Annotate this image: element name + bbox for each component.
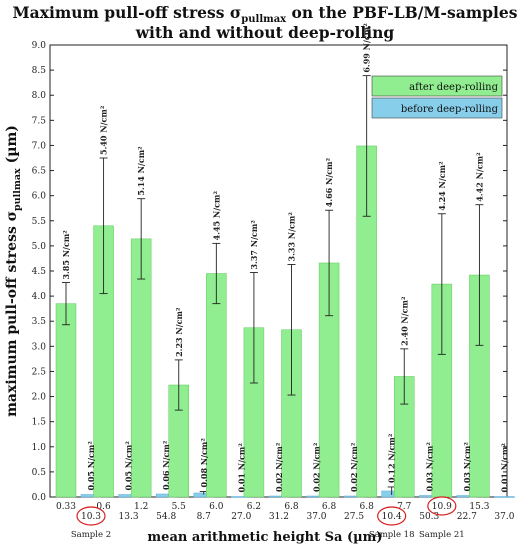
legend-label-after: after deep-rolling: [409, 82, 498, 93]
x-category-label-after: 0.6: [96, 502, 111, 512]
legend-label-before: before deep-rolling: [401, 104, 499, 115]
y-tick-label: 2.5: [32, 367, 47, 377]
y-tick-label: 9.0: [32, 41, 47, 51]
data-label-before: 0.02 N/cm²: [274, 442, 284, 492]
y-tick-label: 1.5: [32, 418, 47, 428]
data-label-before: 0.05 N/cm²: [124, 441, 134, 491]
y-axis-label: maximum pull-off stress σpullmax (µm): [4, 125, 23, 417]
data-labels: 3.85 N/cm² 0.05 N/cm² 5.40 N/cm² 0.05 N/cm²…: [61, 23, 509, 493]
bar-after-deep-rolling: [206, 273, 227, 498]
annotation-label: Sample 18: [369, 530, 415, 540]
axes: 0.0 0.5 1.0 1.5 2.0 2.5 3.0 3.5 4.0 4.5 5.0 5.5 6.0 6…: [4, 41, 508, 545]
x-category-label-after: 6.8: [284, 502, 299, 512]
data-label-before: 0.01 N/cm²: [236, 443, 246, 493]
x-category-label-after: 1.2: [134, 502, 148, 512]
x-category-labels: 0.33 10.30.6 13.31.2 54.85.5 8.76.0 27.06.2 31…: [56, 496, 515, 540]
data-label-after: 3.33 N/cm²: [287, 212, 297, 262]
data-label-after: 4.24 N/cm²: [437, 161, 447, 211]
y-tick-label: 7.5: [32, 116, 47, 126]
data-label-before: 0.02 N/cm²: [349, 442, 359, 492]
y-tick-label: 8.0: [32, 91, 47, 101]
x-category-label-before: 27.0: [231, 512, 251, 522]
y-tick-label: 5.0: [32, 242, 47, 252]
data-label-after: 4.45 N/cm²: [211, 191, 221, 241]
x-category-label-before: 10.4: [382, 512, 402, 522]
x-category-label-before: 54.8: [156, 512, 176, 522]
y-tick-label: 8.5: [32, 66, 47, 76]
x-category-label-after: 7.7: [397, 502, 412, 512]
y-tick-label: 4.0: [32, 292, 47, 302]
data-label-before: 0.05 N/cm²: [86, 441, 96, 491]
data-label-before: 0.06 N/cm²: [161, 440, 171, 490]
x-category-label-after: 15.3: [469, 502, 489, 512]
y-tick-label: 0.0: [32, 493, 47, 503]
y-tick-label: 4.5: [32, 267, 47, 277]
data-label-before: 0.02 N/cm²: [312, 442, 322, 492]
x-category-label-after: 6.8: [360, 502, 375, 512]
data-label-before: 0.12 N/cm²: [387, 433, 397, 483]
data-label-before: 0.01 N/cm²: [499, 443, 509, 493]
y-tick-label: 3.5: [32, 317, 47, 327]
chart-title: Maximum pull-off stress σpullmax on the …: [13, 3, 518, 42]
x-category-label-after: 6.8: [322, 502, 337, 512]
chart-title-line2: with and without deep-rolling: [135, 23, 395, 42]
x-category-label-before: 37.0: [494, 512, 514, 522]
data-label-before: 0.08 N/cm²: [199, 438, 209, 488]
data-label-after: 5.40 N/cm²: [99, 105, 109, 155]
x-category-label-after: 10.9: [432, 502, 452, 512]
data-label-before: 0.03 N/cm²: [462, 442, 472, 492]
x-category-label-before: 8.7: [197, 512, 212, 522]
x-axis-label: mean arithmetic height Sa (µm): [147, 530, 382, 545]
data-label-after: 3.85 N/cm²: [61, 230, 71, 280]
annotation-circle: [76, 506, 106, 526]
legend-swatch-before: [371, 97, 503, 119]
bar-before-deep-rolling: [494, 496, 515, 498]
x-category-label-before: 31.2: [269, 512, 289, 522]
y-tick-label: 5.5: [32, 217, 47, 227]
annotation-circle: [377, 506, 407, 526]
data-label-after: 3.37 N/cm²: [249, 220, 259, 270]
y-tick-label: 1.0: [32, 443, 47, 453]
y-tick-label: 0.5: [32, 468, 47, 478]
y-tick-label: 7.0: [32, 141, 47, 151]
x-category-label-before: 13.3: [119, 512, 139, 522]
x-category-label-after: 0.33: [56, 502, 76, 512]
annotation-circle: [427, 496, 457, 516]
y-tick-label: 6.0: [32, 192, 47, 202]
x-category-label-before: 10.3: [81, 512, 101, 522]
data-label-after: 4.42 N/cm²: [474, 152, 484, 202]
chart-title-line1: Maximum pull-off stress σpullmax on the …: [13, 3, 518, 25]
annotation-label: Sample 21: [419, 530, 465, 540]
y-tick-label: 3.0: [32, 342, 47, 352]
data-label-after: 4.66 N/cm²: [324, 157, 334, 207]
annotation-label: Sample 2: [71, 530, 111, 540]
bars: [55, 75, 515, 498]
data-label-after: 2.40 N/cm²: [399, 296, 409, 346]
bar-after-deep-rolling: [55, 303, 77, 498]
data-label-after: 2.23 N/cm²: [174, 307, 184, 357]
x-category-label-before: 27.5: [344, 512, 364, 522]
x-category-label-after: 5.5: [172, 502, 187, 512]
x-category-label-before: 22.7: [457, 512, 477, 522]
data-label-after: 6.99 N/cm²: [362, 23, 372, 73]
data-label-after: 5.14 N/cm²: [136, 146, 146, 196]
legend-swatch-after: [371, 75, 503, 97]
y-tick-label: 6.5: [32, 167, 47, 177]
y-tick-label: 2.0: [32, 393, 47, 403]
x-category-label-before: 37.0: [306, 512, 326, 522]
legend: after deep-rolling before deep-rolling: [371, 75, 503, 119]
x-category-label-after: 6.0: [209, 502, 224, 512]
data-label-before: 0.03 N/cm²: [424, 442, 434, 492]
x-category-label-before: 50.3: [419, 512, 439, 522]
x-category-label-after: 6.2: [247, 502, 261, 512]
